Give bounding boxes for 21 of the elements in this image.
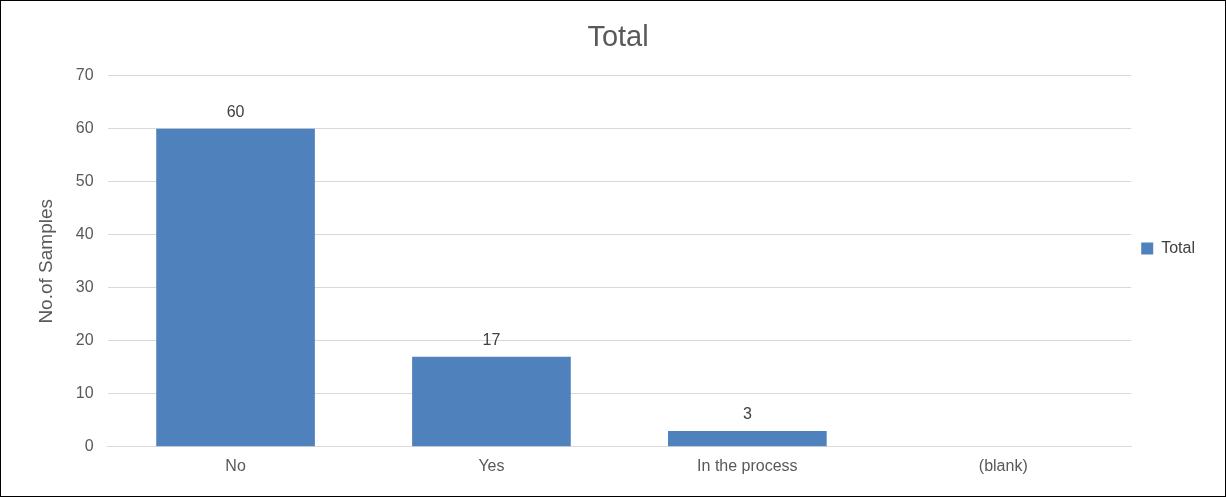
x-tick-label: Yes (478, 456, 505, 474)
data-label: 3 (742, 405, 752, 423)
y-axis-title: No.of Samples (34, 198, 56, 324)
bar (668, 430, 827, 447)
data-label: 17 (482, 331, 501, 349)
y-tick-label: 60 (75, 119, 94, 137)
y-tick-label: 30 (75, 278, 94, 296)
y-tick-label: 50 (75, 172, 94, 190)
x-tick-label: In the process (697, 456, 798, 474)
y-tick-label: 40 (75, 225, 94, 243)
y-tick-label: 0 (84, 437, 94, 455)
y-tick-label: 10 (75, 384, 94, 402)
x-tick-label: (blank) (978, 456, 1028, 474)
x-tick-label: No (225, 456, 246, 474)
y-tick-label: 70 (75, 66, 94, 84)
y-tick-label: 20 (75, 331, 94, 349)
legend-label: Total (1161, 238, 1195, 256)
bar (412, 356, 571, 447)
chart-title: Total (587, 20, 649, 53)
bar (156, 128, 315, 447)
data-label: 60 (226, 103, 245, 121)
